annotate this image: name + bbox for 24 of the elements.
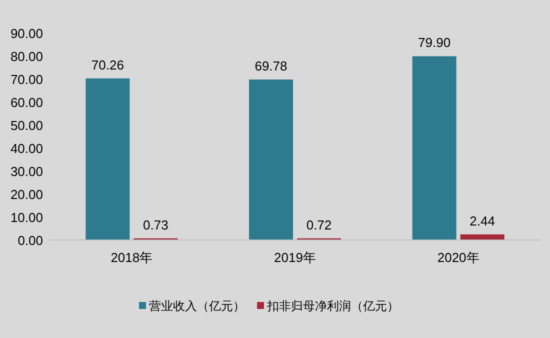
y-tick-label: 20.00 (10, 187, 43, 202)
y-tick-label: 90.00 (10, 26, 43, 41)
text: 0.73 (143, 217, 168, 232)
bar (249, 80, 293, 240)
text: 69.78 (254, 58, 288, 74)
legend-label: 营业收入（亿元） (149, 299, 245, 313)
x-tick-label: 2020年 (437, 250, 480, 265)
y-tick-label: 0.00 (18, 233, 43, 248)
text: 0.72 (306, 217, 332, 232)
y-tick-label: 50.00 (10, 118, 43, 133)
y-tick-label: 80.00 (10, 49, 43, 64)
y-tick-label: 10.00 (10, 210, 43, 225)
y-tick-label: 40.00 (10, 141, 43, 156)
bar (412, 56, 456, 240)
text: 2.44 (470, 213, 495, 228)
text: 79.90 (418, 35, 451, 50)
text: 70.26 (91, 57, 124, 72)
y-tick-label: 70.00 (10, 72, 43, 87)
x-tick-label: 2018年 (110, 250, 153, 265)
y-tick-label: 30.00 (10, 164, 43, 179)
x-tick-label: 2019年 (274, 250, 316, 265)
bar (86, 78, 130, 240)
y-tick-label: 60.00 (10, 95, 43, 110)
legend-label: 扣非归母净利润（亿元） (266, 299, 399, 313)
